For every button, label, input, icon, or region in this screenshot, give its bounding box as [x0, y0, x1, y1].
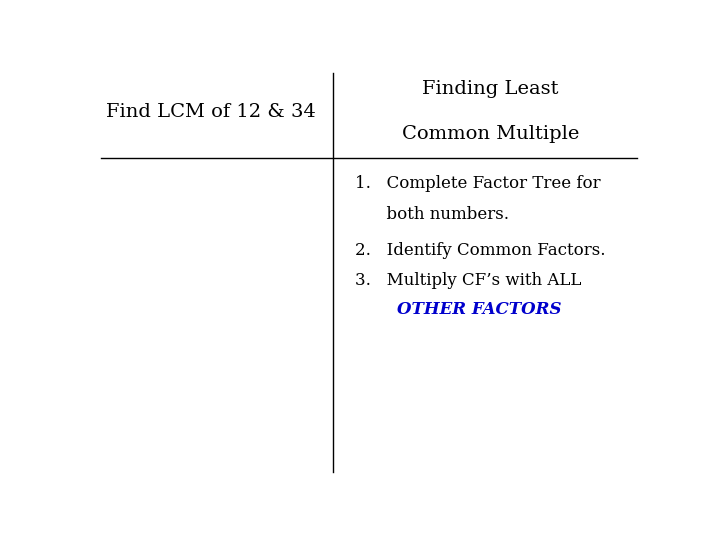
Text: OTHER FACTORS: OTHER FACTORS: [397, 301, 562, 318]
Text: 3.   Multiply CF’s with ALL: 3. Multiply CF’s with ALL: [355, 272, 582, 289]
Text: Common Multiple: Common Multiple: [402, 125, 579, 144]
Text: both numbers.: both numbers.: [355, 206, 509, 223]
Text: Find LCM of 12 & 34: Find LCM of 12 & 34: [107, 103, 316, 120]
Text: Finding Least: Finding Least: [422, 80, 559, 98]
Text: 1.   Complete Factor Tree for: 1. Complete Factor Tree for: [355, 175, 600, 192]
Text: 2.   Identify Common Factors.: 2. Identify Common Factors.: [355, 242, 606, 259]
